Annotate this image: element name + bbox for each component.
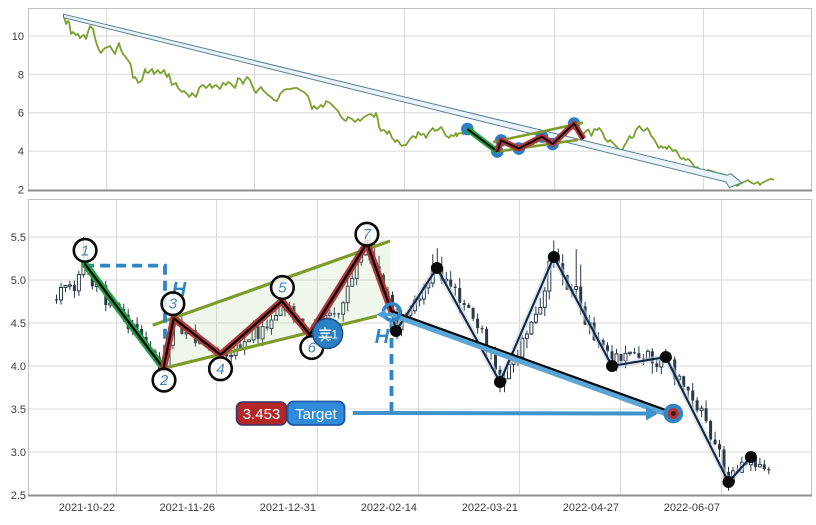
svg-text:4.5: 4.5 — [11, 318, 26, 330]
svg-text:10: 10 — [12, 31, 24, 43]
svg-text:2022-04-27: 2022-04-27 — [563, 502, 619, 514]
svg-text:2022-03-21: 2022-03-21 — [462, 502, 518, 514]
svg-text:5: 5 — [278, 280, 287, 297]
svg-text:3.0: 3.0 — [11, 447, 26, 459]
svg-text:2: 2 — [159, 372, 169, 389]
svg-text:2.5: 2.5 — [11, 490, 26, 502]
svg-text:3: 3 — [169, 296, 178, 313]
svg-text:2021-12-31: 2021-12-31 — [260, 502, 316, 514]
svg-text:5.5: 5.5 — [11, 232, 26, 244]
svg-text:4: 4 — [18, 146, 24, 158]
svg-text:2: 2 — [18, 184, 24, 196]
svg-text:4: 4 — [216, 361, 224, 378]
svg-text:2022-06-07: 2022-06-07 — [664, 502, 720, 514]
svg-text:3.453: 3.453 — [243, 406, 281, 423]
svg-text:5.0: 5.0 — [11, 275, 26, 287]
svg-text:7: 7 — [363, 226, 372, 243]
svg-text:6: 6 — [18, 108, 24, 120]
svg-text:1: 1 — [81, 242, 89, 259]
svg-text:H: H — [375, 326, 390, 348]
svg-text:4.0: 4.0 — [11, 361, 26, 373]
svg-text:2021-10-22: 2021-10-22 — [59, 502, 115, 514]
svg-text:Target: Target — [295, 406, 338, 423]
svg-text:6: 6 — [308, 340, 317, 357]
svg-text:3.5: 3.5 — [11, 404, 26, 416]
svg-text:2022-02-14: 2022-02-14 — [361, 502, 417, 514]
svg-text:8: 8 — [18, 69, 24, 81]
svg-text:2021-11-26: 2021-11-26 — [160, 502, 215, 514]
svg-text:1: 1 — [331, 327, 338, 341]
